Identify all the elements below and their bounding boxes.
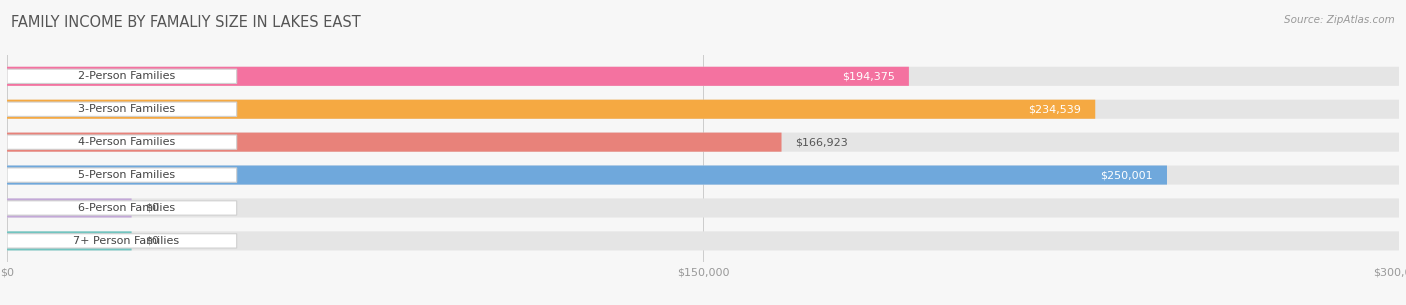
Text: $166,923: $166,923: [796, 137, 848, 147]
FancyBboxPatch shape: [7, 133, 1399, 152]
FancyBboxPatch shape: [7, 231, 132, 250]
Text: $194,375: $194,375: [842, 71, 896, 81]
Text: FAMILY INCOME BY FAMALIY SIZE IN LAKES EAST: FAMILY INCOME BY FAMALIY SIZE IN LAKES E…: [11, 15, 361, 30]
Text: $0: $0: [146, 203, 159, 213]
FancyBboxPatch shape: [7, 67, 908, 86]
Text: 4-Person Families: 4-Person Families: [77, 137, 176, 147]
FancyBboxPatch shape: [7, 133, 782, 152]
Text: 7+ Person Families: 7+ Person Families: [73, 236, 180, 246]
FancyBboxPatch shape: [7, 231, 1399, 250]
Text: $250,001: $250,001: [1101, 170, 1153, 180]
FancyBboxPatch shape: [7, 69, 236, 84]
FancyBboxPatch shape: [7, 135, 236, 149]
Text: 3-Person Families: 3-Person Families: [77, 104, 174, 114]
FancyBboxPatch shape: [7, 67, 1399, 86]
Text: 2-Person Families: 2-Person Families: [77, 71, 176, 81]
FancyBboxPatch shape: [7, 199, 1399, 217]
FancyBboxPatch shape: [7, 100, 1399, 119]
FancyBboxPatch shape: [7, 201, 236, 215]
Text: $0: $0: [146, 236, 159, 246]
FancyBboxPatch shape: [7, 100, 1095, 119]
FancyBboxPatch shape: [7, 102, 236, 117]
Text: $234,539: $234,539: [1028, 104, 1081, 114]
FancyBboxPatch shape: [7, 199, 132, 217]
Text: 5-Person Families: 5-Person Families: [77, 170, 174, 180]
FancyBboxPatch shape: [7, 168, 236, 182]
Text: 6-Person Families: 6-Person Families: [77, 203, 174, 213]
FancyBboxPatch shape: [7, 166, 1399, 185]
FancyBboxPatch shape: [7, 166, 1167, 185]
Text: Source: ZipAtlas.com: Source: ZipAtlas.com: [1284, 15, 1395, 25]
FancyBboxPatch shape: [7, 234, 236, 248]
